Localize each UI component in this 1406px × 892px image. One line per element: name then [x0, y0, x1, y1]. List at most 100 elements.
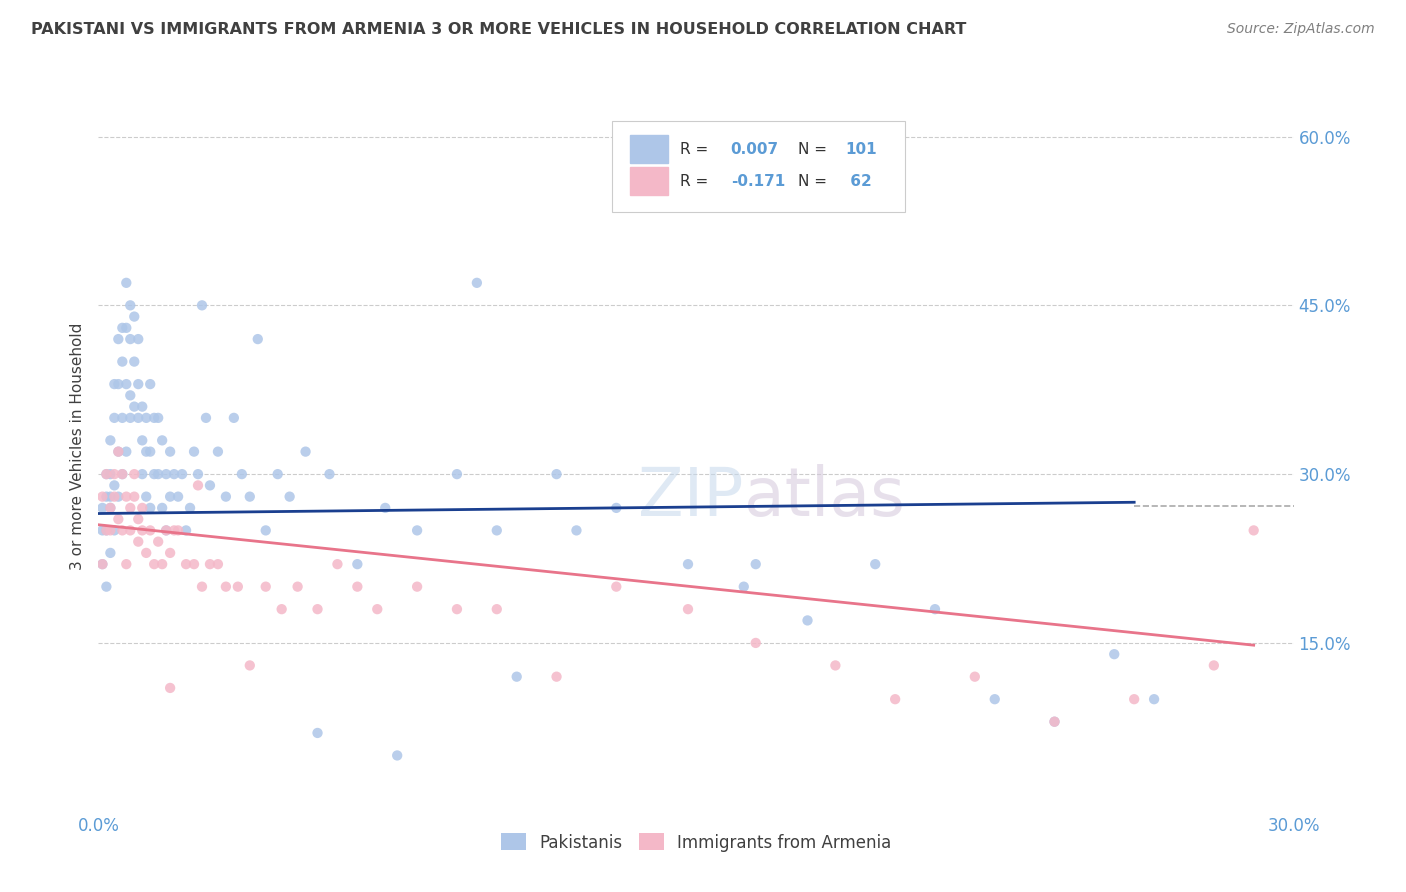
Point — [963, 670, 986, 684]
Point — [143, 410, 166, 425]
Point — [239, 658, 262, 673]
Point — [91, 557, 114, 571]
Point — [143, 557, 166, 571]
Point — [111, 467, 134, 482]
Point — [155, 524, 177, 538]
Point — [346, 557, 368, 571]
Point — [406, 580, 429, 594]
Text: R =: R = — [681, 174, 714, 189]
Point — [191, 580, 214, 594]
Point — [135, 444, 157, 458]
Point — [124, 354, 146, 368]
Text: Source: ZipAtlas.com: Source: ZipAtlas.com — [1227, 22, 1375, 37]
Point — [167, 490, 190, 504]
Point — [187, 467, 209, 482]
Point — [139, 500, 162, 515]
Bar — [630, 168, 668, 195]
Point — [115, 377, 138, 392]
Point — [676, 557, 699, 571]
Point — [239, 490, 262, 504]
Point — [127, 332, 149, 346]
Point — [107, 444, 129, 458]
Point — [124, 400, 146, 414]
Point — [1243, 524, 1265, 538]
Point — [159, 490, 181, 504]
Point — [254, 580, 277, 594]
Point — [131, 524, 153, 538]
Point — [222, 410, 245, 425]
Point — [326, 557, 349, 571]
Point — [115, 557, 138, 571]
Point — [124, 490, 146, 504]
Point — [1123, 692, 1146, 706]
Point — [207, 444, 229, 458]
Point — [287, 580, 309, 594]
Point — [183, 557, 205, 571]
Point — [167, 524, 190, 538]
Point — [148, 534, 170, 549]
Text: 0.007: 0.007 — [731, 142, 779, 156]
Point — [115, 444, 138, 458]
Bar — [630, 136, 668, 163]
Point — [103, 377, 125, 392]
Point — [131, 500, 153, 515]
Point — [96, 524, 118, 538]
Point — [745, 636, 768, 650]
Point — [215, 580, 238, 594]
Text: R =: R = — [681, 142, 714, 156]
Point — [174, 557, 197, 571]
Point — [115, 321, 138, 335]
Point — [187, 478, 209, 492]
Point — [159, 546, 181, 560]
Point — [98, 500, 122, 515]
Point — [446, 467, 468, 482]
Point — [346, 580, 368, 594]
Y-axis label: 3 or more Vehicles in Household: 3 or more Vehicles in Household — [69, 322, 84, 570]
Point — [195, 410, 218, 425]
Point — [96, 524, 118, 538]
Point — [103, 490, 125, 504]
Point — [98, 546, 122, 560]
Point — [1043, 714, 1066, 729]
Point — [446, 602, 468, 616]
Point — [111, 410, 134, 425]
Point — [385, 748, 409, 763]
Point — [1143, 692, 1166, 706]
Point — [676, 602, 699, 616]
Point — [139, 444, 162, 458]
Legend: Pakistanis, Immigrants from Armenia: Pakistanis, Immigrants from Armenia — [494, 827, 898, 858]
Point — [98, 524, 122, 538]
Point — [135, 410, 157, 425]
Point — [98, 490, 122, 504]
Point — [96, 467, 118, 482]
Point — [172, 467, 194, 482]
Point — [159, 681, 181, 695]
Point — [131, 434, 153, 448]
Point — [135, 490, 157, 504]
Point — [294, 444, 316, 458]
Point — [98, 434, 122, 448]
Point — [98, 467, 122, 482]
Point — [124, 310, 146, 324]
Point — [159, 444, 181, 458]
Point — [96, 467, 118, 482]
Point — [139, 524, 162, 538]
Text: N =: N = — [797, 142, 831, 156]
Text: atlas: atlas — [744, 464, 904, 530]
Text: ZIP: ZIP — [638, 464, 744, 530]
Point — [183, 444, 205, 458]
Point — [267, 467, 290, 482]
Point — [91, 557, 114, 571]
Point — [745, 557, 768, 571]
Point — [107, 512, 129, 526]
Point — [107, 332, 129, 346]
Point — [406, 524, 429, 538]
Point — [103, 410, 125, 425]
Point — [215, 490, 238, 504]
Point — [163, 524, 186, 538]
Point — [150, 434, 173, 448]
Text: PAKISTANI VS IMMIGRANTS FROM ARMENIA 3 OR MORE VEHICLES IN HOUSEHOLD CORRELATION: PAKISTANI VS IMMIGRANTS FROM ARMENIA 3 O… — [31, 22, 966, 37]
Text: 62: 62 — [845, 174, 872, 189]
FancyBboxPatch shape — [613, 120, 905, 212]
Point — [148, 410, 170, 425]
